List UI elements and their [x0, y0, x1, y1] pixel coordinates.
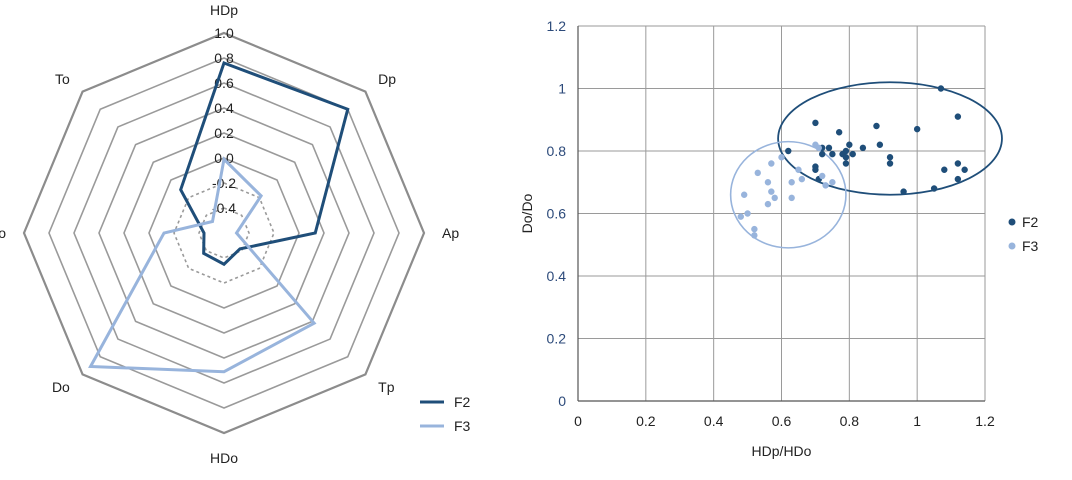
scatter-point-f3 [737, 213, 744, 220]
scatter-point-f2 [819, 150, 826, 158]
x-tick-label: 0.6 [772, 413, 792, 429]
cluster-ellipse-f3 [729, 140, 847, 249]
radar-tick-label: 0.8 [214, 50, 234, 66]
scatter-point-f2 [900, 188, 907, 195]
scatter-point-f3 [751, 232, 758, 239]
radar-tick-label: 0.2 [214, 125, 234, 141]
scatter-point-f3 [771, 194, 778, 202]
radar-tick-label: 0.4 [214, 100, 234, 116]
radar-axis-label: Dp [378, 71, 396, 87]
cluster-ellipse-f2 [777, 81, 1003, 196]
y-tick-label: 0.4 [547, 268, 567, 284]
scatter-point-f2 [825, 144, 833, 152]
scatter-point-f2 [886, 160, 894, 167]
x-axis-label: HDp/HDo [752, 443, 812, 459]
scatter-point-f2 [842, 160, 850, 167]
radar-legend-label: F2 [454, 394, 471, 410]
scatter-point-f3 [819, 172, 826, 180]
radar-axis-label: To [55, 71, 70, 87]
radar-axis-label: Do [52, 379, 70, 395]
x-tick-label: 1.2 [975, 413, 995, 429]
scatter-point-f3 [740, 191, 748, 198]
scatter-point-f2 [886, 154, 894, 161]
scatter-point-f3 [768, 188, 775, 195]
scatter-point-f3 [788, 194, 795, 202]
scatter-point-f2 [785, 147, 792, 155]
scatter-legend-label: F3 [1022, 238, 1039, 254]
scatter-legend-marker [1008, 218, 1016, 226]
radar-ring [48, 57, 400, 409]
scatter-point-f3 [768, 160, 775, 167]
y-tick-label: 0 [558, 393, 566, 409]
scatter-point-f3 [754, 169, 761, 177]
scatter-point-f2 [954, 113, 962, 120]
x-tick-label: 0 [574, 413, 582, 429]
radar-legend-label: F3 [454, 418, 471, 434]
y-axis-label: Do/Do [519, 193, 535, 233]
scatter-legend-marker [1008, 242, 1016, 250]
radar-axis-label: HDp [210, 2, 238, 18]
radar-ring [123, 132, 325, 334]
scatter-point-f2 [846, 141, 853, 148]
scatter-point-f2 [835, 129, 843, 136]
scatter-point-f2 [873, 122, 880, 130]
scatter-point-f3 [829, 179, 836, 186]
scatter-point-f3 [795, 166, 802, 173]
radar-ring [98, 107, 350, 359]
y-tick-label: 1.2 [547, 18, 567, 34]
x-tick-label: 0.2 [636, 413, 656, 429]
scatter-point-f3 [788, 179, 795, 186]
scatter-point-f2 [961, 166, 968, 173]
scatter-chart: 0 0.2 0.4 0.6 0.8 1 1.2 0 0.2 0.4 0.6 0.8 1 1.2 HDp/HD… [519, 18, 1039, 459]
scatter-point-f2 [842, 154, 850, 161]
scatter-point-f3 [764, 179, 772, 186]
radar-ring [73, 82, 375, 384]
radar-tick-label: -0.4 [212, 200, 236, 216]
scatter-point-f2 [859, 144, 867, 152]
scatter-point-f2 [954, 175, 962, 183]
scatter-point-f3 [798, 175, 806, 183]
scatter-point-f3 [744, 210, 751, 217]
radar-chart: 1.00.80.60.40.20.0-0.2-0.4HDpDpApTpHDoDo… [0, 2, 471, 466]
y-tick-label: 0.2 [547, 331, 567, 347]
radar-series-f3 [88, 156, 317, 374]
radar-ring [22, 31, 426, 435]
y-tick-label: 0.8 [547, 143, 567, 159]
radar-tick-label: 1.0 [214, 25, 234, 41]
scatter-point-f3 [764, 200, 772, 208]
scatter-legend-label: F2 [1022, 214, 1039, 230]
y-tick-label: 1 [558, 81, 566, 97]
radar-axis-label: Ao [0, 225, 6, 241]
radar-series-f2 [179, 61, 350, 267]
radar-axis-label: Tp [378, 379, 395, 395]
scatter-point-f2 [930, 185, 938, 192]
scatter-point-f2 [842, 147, 850, 155]
scatter-point-f3 [778, 154, 785, 161]
scatter-point-f2 [812, 166, 819, 173]
scatter-point-f2 [829, 150, 836, 158]
x-tick-label: 1 [913, 413, 921, 429]
scatter-point-f2 [812, 119, 819, 127]
scatter-point-f2 [954, 160, 962, 167]
x-tick-label: 0.4 [704, 413, 724, 429]
scatter-point-f3 [751, 225, 758, 233]
scatter-point-f2 [937, 85, 945, 92]
y-tick-label: 0.6 [547, 206, 567, 222]
scatter-point-f2 [913, 125, 921, 133]
x-tick-label: 0.8 [840, 413, 860, 429]
radar-tick-label: -0.2 [212, 175, 236, 191]
scatter-point-f3 [815, 144, 823, 152]
radar-axis-label: Ap [442, 225, 459, 241]
radar-axis-label: HDo [210, 450, 238, 466]
radar-ring [148, 157, 300, 309]
scatter-point-f2 [849, 150, 856, 158]
scatter-point-f3 [822, 182, 829, 189]
scatter-point-f2 [941, 166, 948, 173]
scatter-point-f2 [876, 141, 884, 148]
